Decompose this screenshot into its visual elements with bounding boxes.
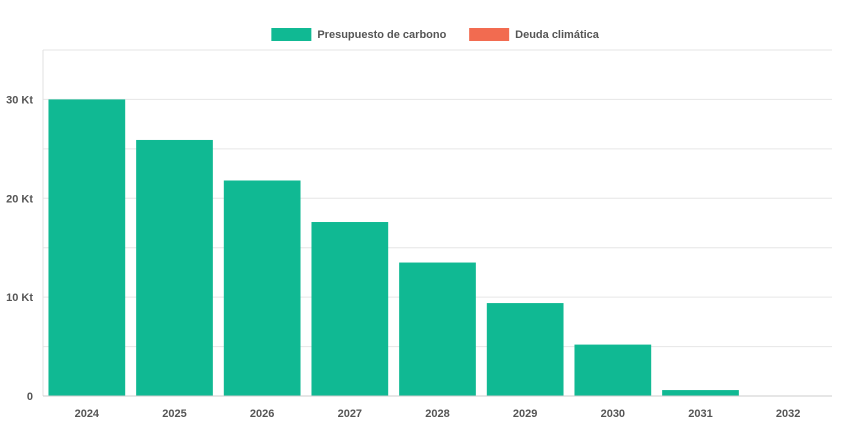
y-axis-labels: 0 10 Kt 20 Kt 30 Kt xyxy=(6,94,33,403)
bar-2031-series-0[interactable] xyxy=(662,390,739,396)
x-tick-label: 2029 xyxy=(513,408,537,420)
bar-2028-series-0[interactable] xyxy=(399,262,476,396)
bar-2024-series-0[interactable] xyxy=(48,99,126,396)
bar-2030-series-0[interactable] xyxy=(574,344,652,396)
x-tick-label: 2025 xyxy=(162,408,186,420)
legend-label-0[interactable]: Presupuesto de carbono xyxy=(317,29,446,41)
x-tick-label: 2027 xyxy=(338,408,362,420)
x-axis-labels: 2024 2025 2026 2027 2028 2029 2030 2031 2032 xyxy=(75,408,801,420)
legend-label-1[interactable]: Deuda climática xyxy=(515,29,600,41)
legend-swatch-1[interactable] xyxy=(469,28,510,41)
legend-swatch-0[interactable] xyxy=(271,28,312,41)
axes xyxy=(42,50,832,397)
bar-2027-series-0[interactable] xyxy=(311,222,389,396)
x-tick-label: 2024 xyxy=(75,408,100,420)
y-tick-label: 10 Kt xyxy=(6,292,33,304)
y-tick-label: 0 xyxy=(27,391,33,403)
x-tick-label: 2028 xyxy=(425,408,449,420)
bar-2026-series-0[interactable] xyxy=(223,180,301,396)
x-tick-label: 2030 xyxy=(601,408,625,420)
x-tick-label: 2032 xyxy=(776,408,800,420)
bar-2025-series-0[interactable] xyxy=(136,139,213,396)
y-tick-label: 30 Kt xyxy=(6,94,33,106)
y-tick-label: 20 Kt xyxy=(6,193,33,205)
legend: Presupuesto de carbono Deuda climática xyxy=(271,28,600,41)
x-tick-label: 2026 xyxy=(250,408,274,420)
bar-2029-series-0[interactable] xyxy=(486,303,564,396)
bars xyxy=(48,99,739,396)
x-tick-label: 2031 xyxy=(688,408,712,420)
